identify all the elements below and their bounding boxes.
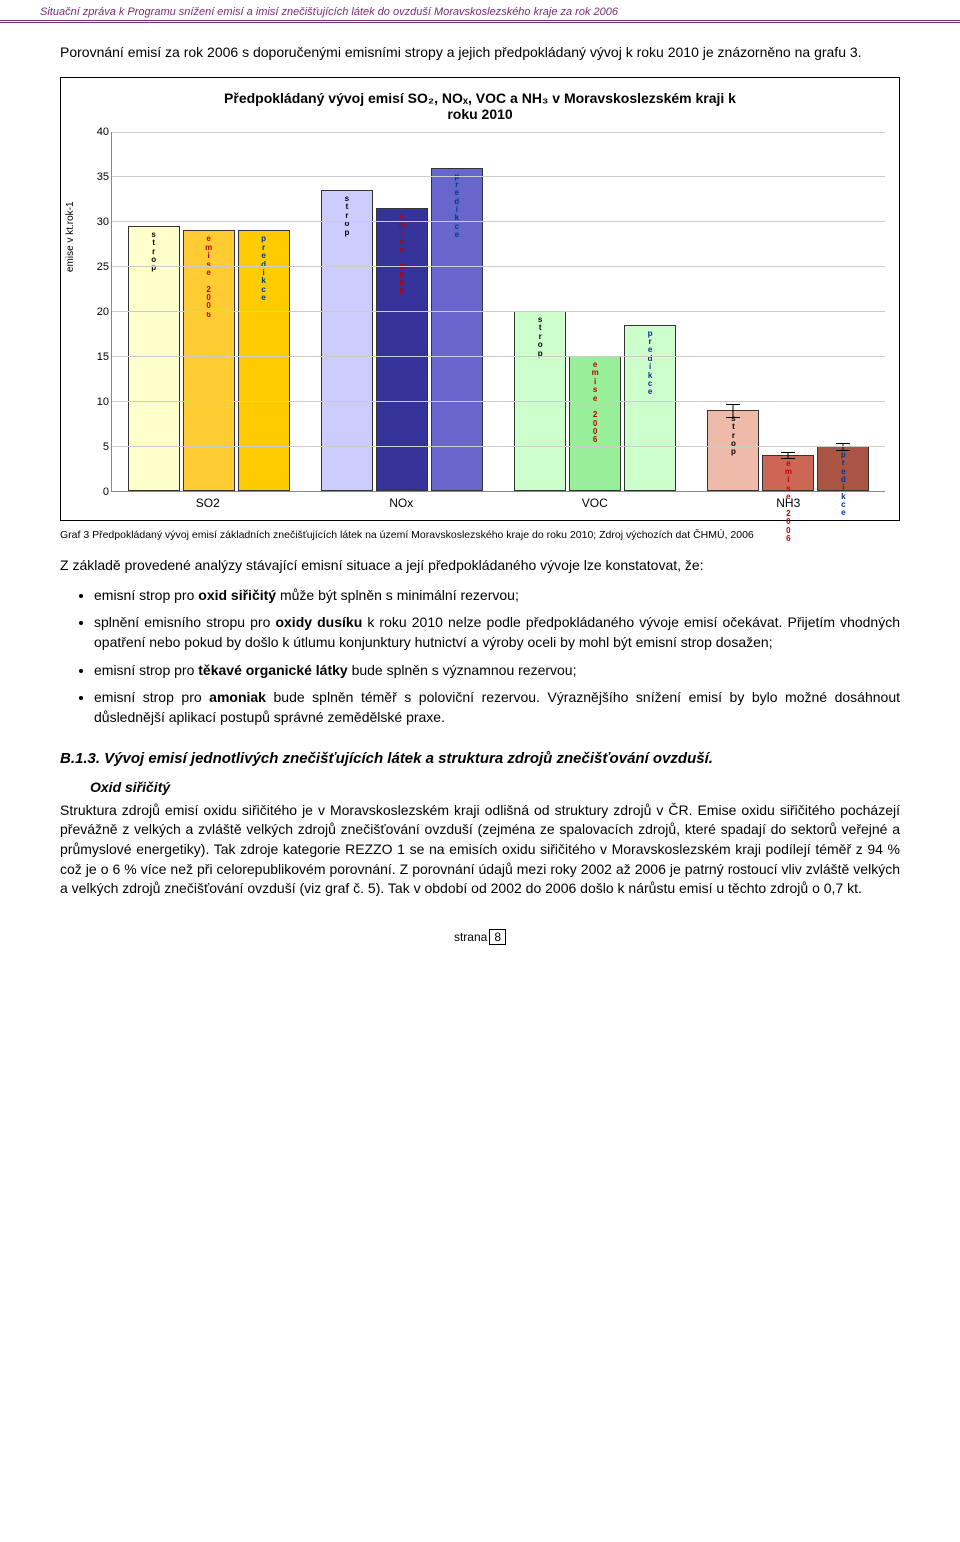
- gridline: [112, 266, 885, 267]
- gridline: [112, 311, 885, 312]
- bar-inner-label: e m i s e 2 0 0 6: [592, 361, 599, 445]
- page-content: Porovnání emisí za rok 2006 s doporučený…: [0, 23, 960, 965]
- plot-area: s t r o pe m i s e 2 0 0 6p r e d i k c …: [111, 132, 885, 492]
- y-tick-label: 30: [97, 216, 109, 228]
- bar-emise: e m i s e 2 0 0 6: [376, 208, 428, 491]
- y-tick-label: 25: [97, 261, 109, 273]
- chart-area: emise v kt.rok-1 0510152025303540 s t r …: [75, 132, 885, 492]
- y-tick-label: 40: [97, 126, 109, 138]
- bar-predikce: p r e d i k c e: [431, 168, 483, 491]
- intro-paragraph: Porovnání emisí za rok 2006 s doporučený…: [60, 43, 900, 63]
- chart-figure: Předpokládaný vývoj emisí SO₂, NOₓ, VOC …: [60, 77, 900, 521]
- page-header: Situační zpráva k Programu snížení emisí…: [0, 0, 960, 23]
- x-axis-label: VOC: [498, 492, 692, 510]
- y-tick-label: 15: [97, 351, 109, 363]
- bullet-list: emisní strop pro oxid siřičitý může být …: [60, 586, 900, 728]
- x-axis-label: NOx: [305, 492, 499, 510]
- section-heading: B.1.3. Vývoj emisí jednotlivých znečišťu…: [60, 749, 900, 769]
- error-cap: [781, 458, 795, 459]
- y-ticks: 0510152025303540: [75, 132, 111, 492]
- chart-title-line2: roku 2010: [447, 106, 512, 122]
- figure-caption: Graf 3 Předpokládaný vývoj emisí základn…: [60, 529, 900, 543]
- gridline: [112, 176, 885, 177]
- bar-inner-label: s t r o p: [344, 195, 349, 237]
- gridline: [112, 132, 885, 133]
- y-axis: emise v kt.rok-1 0510152025303540: [75, 132, 111, 492]
- section-subheading: Oxid siřičitý: [90, 779, 900, 795]
- header-text: Situační zpráva k Programu snížení emisí…: [40, 6, 618, 18]
- list-item: emisní strop pro amoniak bude splněn tém…: [94, 688, 900, 727]
- bar-inner-label: p r e d i k c e: [841, 451, 846, 518]
- bar-emise: e m i s e 2 0 0 6: [183, 230, 235, 490]
- list-item: emisní strop pro oxid siřičitý může být …: [94, 586, 900, 606]
- bar-inner-label: s t r o p: [731, 415, 736, 457]
- gridline: [112, 401, 885, 402]
- error-cap: [781, 452, 795, 453]
- bar-strop: s t r o p: [707, 410, 759, 491]
- bar-predikce: p r e d i k c e: [624, 325, 676, 491]
- bar-inner-label: p r e d i k c e: [454, 173, 459, 240]
- y-tick-label: 10: [97, 396, 109, 408]
- error-cap: [836, 443, 850, 444]
- bar-emise: e m i s e 2 0 0 6: [762, 455, 814, 491]
- gridline: [112, 356, 885, 357]
- bar-inner-label: p r e d i k c e: [648, 330, 653, 397]
- y-tick-label: 5: [103, 441, 109, 453]
- bar-inner-label: s t r o p: [538, 316, 543, 358]
- gridline: [112, 221, 885, 222]
- footer-label: strana: [454, 930, 487, 944]
- list-item: splnění emisního stropu pro oxidy dusíku…: [94, 613, 900, 652]
- list-item: emisní strop pro těkavé organické látky …: [94, 661, 900, 681]
- page-number: 8: [489, 929, 506, 945]
- x-axis-label: SO2: [111, 492, 305, 510]
- bar-predikce: p r e d i k c e: [817, 446, 869, 491]
- chart-title-line1: Předpokládaný vývoj emisí SO₂, NOₓ, VOC …: [224, 90, 736, 106]
- bar-inner-label: e m i s e 2 0 0 6: [398, 213, 405, 297]
- error-cap: [726, 417, 740, 418]
- y-tick-label: 35: [97, 171, 109, 183]
- bar-inner-label: e m i s e 2 0 0 6: [785, 460, 792, 544]
- x-axis-labels: SO2NOxVOCNH3: [111, 492, 885, 510]
- bar-inner-label: e m i s e 2 0 0 6: [205, 235, 212, 319]
- bar-emise: e m i s e 2 0 0 6: [569, 356, 621, 491]
- y-tick-label: 20: [97, 306, 109, 318]
- para-after-caption: Z základě provedené analýzy stávající em…: [60, 556, 900, 576]
- error-cap: [726, 404, 740, 405]
- page-footer: strana8: [60, 929, 900, 945]
- gridline: [112, 446, 885, 447]
- bar-predikce: p r e d i k c e: [238, 230, 290, 490]
- y-tick-label: 0: [103, 486, 109, 498]
- bar-inner-label: p r e d i k c e: [261, 235, 266, 302]
- error-cap: [836, 450, 850, 451]
- chart-title: Předpokládaný vývoj emisí SO₂, NOₓ, VOC …: [75, 90, 885, 122]
- section-body: Struktura zdrojů emisí oxidu siřičitého …: [60, 801, 900, 899]
